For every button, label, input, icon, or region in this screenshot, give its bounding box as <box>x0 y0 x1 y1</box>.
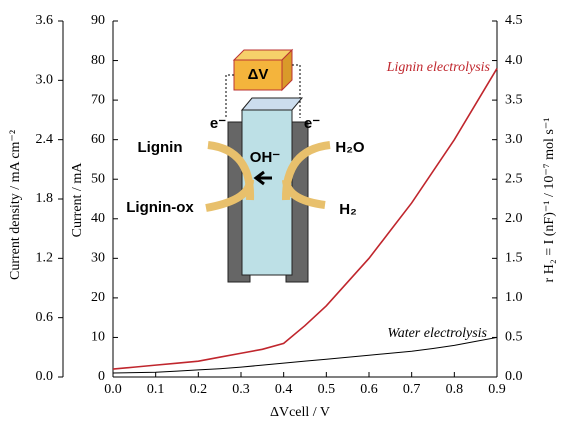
y-tick-label: 0 <box>98 369 105 384</box>
y-tick-label: 20 <box>91 290 105 305</box>
y3-tick-label: 0.6 <box>36 310 54 325</box>
y2-tick-label: 0.0 <box>505 369 523 384</box>
x-tick-label: 0.0 <box>104 382 122 397</box>
y-axis-label: Current / mA <box>70 162 85 238</box>
x-tick-label: 0.2 <box>190 382 208 397</box>
y3-tick-label: 0.0 <box>36 369 54 384</box>
y2-tick-label: 1.5 <box>505 251 523 266</box>
x-tick-label: 0.9 <box>488 382 506 397</box>
label: e⁻ <box>210 115 226 132</box>
label: Lignin <box>138 139 183 156</box>
y3-tick-label: 3.6 <box>36 13 54 28</box>
label: H₂O <box>335 139 364 156</box>
y2-tick-label: 2.0 <box>505 211 523 226</box>
x-tick-label: 0.3 <box>232 382 250 397</box>
y2-tick-label: 4.0 <box>505 53 523 68</box>
y3-tick-label: 1.8 <box>36 191 54 206</box>
y2-tick-label: 4.5 <box>505 13 523 28</box>
chart: 0.0 0.1 0.2 0.3 0.4 0.5 0.6 0.7 0.8 0.9 0 10 20 30 40 5… <box>0 0 563 428</box>
y-tick-label: 50 <box>91 171 105 186</box>
y2-tick-label: 2.5 <box>505 171 523 186</box>
membrane-top <box>242 98 302 110</box>
x-tick-label: 0.7 <box>403 382 421 397</box>
y3-tick-label: 3.0 <box>36 73 54 88</box>
y-tick-label: 90 <box>91 13 105 28</box>
wire <box>292 65 300 118</box>
y-tick-label: 30 <box>91 251 105 266</box>
y3-axis-label: Current density / mA cm⁻² <box>8 130 23 280</box>
y3-tick-label: 2.4 <box>36 132 54 147</box>
y-tick-label: 60 <box>91 132 105 147</box>
y-tick-label: 40 <box>91 211 105 226</box>
label: OH⁻ <box>250 149 281 166</box>
x-tick-label: 0.1 <box>147 382 165 397</box>
inset-diagram: ΔV e⁻ e⁻ Lignin H₂O OH⁻ Lignin-ox H₂ <box>126 50 365 282</box>
y2-tick-label: 1.0 <box>505 290 523 305</box>
wire <box>226 75 234 118</box>
y2-tick-label: 0.5 <box>505 330 523 345</box>
y-tick-label: 10 <box>91 330 105 345</box>
y3-tick-label: 1.2 <box>36 251 54 266</box>
y2-axis-label: r H₂ = I (nF)⁻¹ / 10⁻⁷ mol s⁻¹ <box>542 118 557 283</box>
x-tick-label: 0.5 <box>318 382 336 397</box>
x-tick-label: 0.8 <box>446 382 464 397</box>
series-label: Water electrolysis <box>387 326 487 341</box>
x-tick-label: 0.6 <box>360 382 378 397</box>
y2-tick-label: 3.0 <box>505 132 523 147</box>
x-axis-label: ΔVcell / V <box>270 405 330 420</box>
label: e⁻ <box>304 115 320 132</box>
label: H₂ <box>339 201 357 218</box>
x-tick-label: 0.4 <box>275 382 293 397</box>
label: Lignin-ox <box>126 199 194 216</box>
y-tick-label: 80 <box>91 53 105 68</box>
series-line <box>113 337 497 373</box>
label: ΔV <box>248 66 269 83</box>
y2-tick-label: 3.5 <box>505 92 523 107</box>
y-tick-label: 70 <box>91 92 105 107</box>
series-label: Lignin electrolysis <box>386 60 491 75</box>
